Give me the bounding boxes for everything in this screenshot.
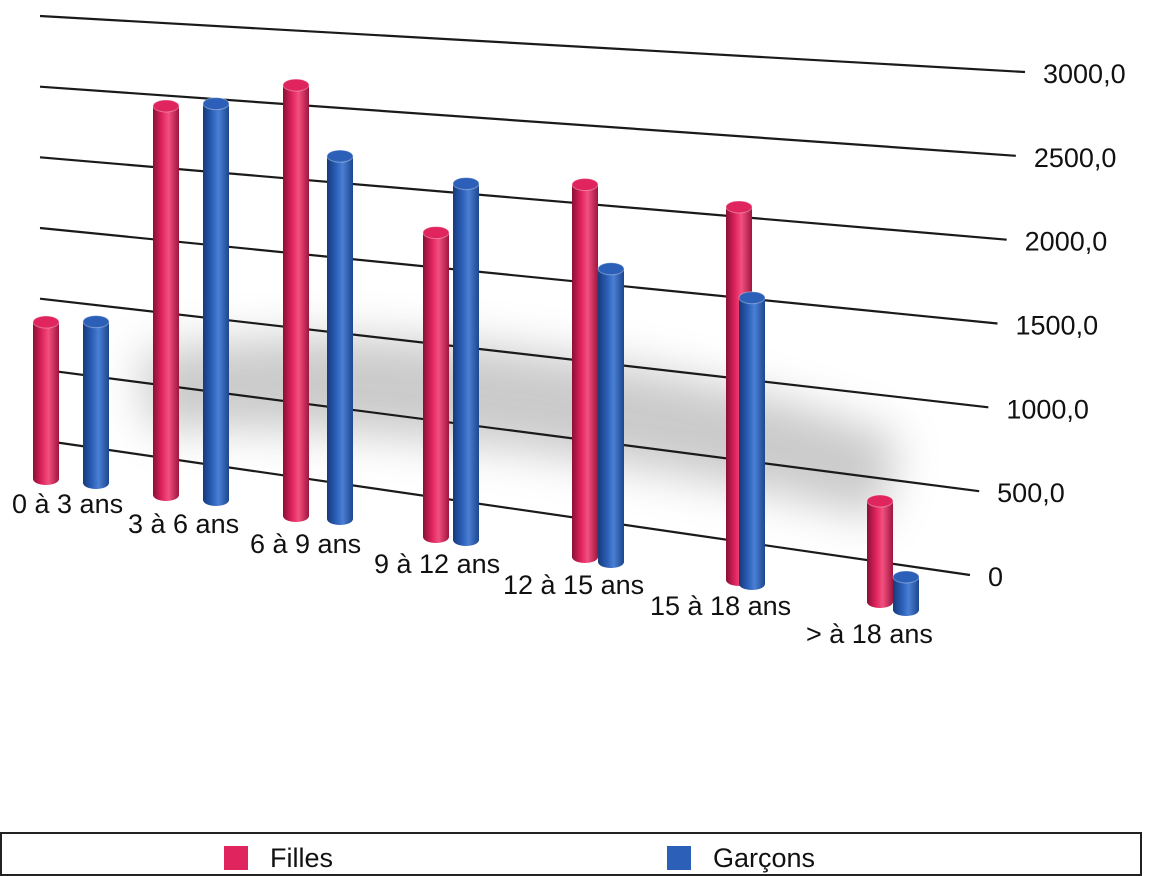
x-tick-label: 3 à 6 ans <box>128 509 239 539</box>
x-tick-label: 15 à 18 ans <box>650 591 791 621</box>
legend-item-garcons: Garçons <box>667 842 815 874</box>
gridline <box>39 156 1007 241</box>
y-tick-label: 3000,0 <box>1043 59 1126 89</box>
legend-item-filles: Filles <box>224 842 333 874</box>
bar-filles <box>866 494 894 608</box>
x-tick-label: 9 à 12 ans <box>374 549 500 579</box>
floor-shadow <box>140 336 900 520</box>
bar-garcons <box>202 97 230 506</box>
gridlines <box>39 14 1026 577</box>
bars <box>32 78 920 616</box>
gridline <box>39 297 989 409</box>
x-tick-label: 12 à 15 ans <box>503 570 644 600</box>
legend: Filles Garçons <box>0 832 1142 876</box>
bar-garcons <box>82 315 110 489</box>
bar-filles <box>282 78 310 522</box>
y-tick-label: 0 <box>988 562 1003 592</box>
x-tick-label: 0 à 3 ans <box>12 489 123 519</box>
bar-garcons <box>452 177 480 546</box>
gridline <box>39 368 980 493</box>
bar-filles <box>32 315 60 485</box>
bar-filles <box>152 99 180 501</box>
bar-garcons <box>597 262 625 568</box>
y-tick-label: 2000,0 <box>1025 227 1108 257</box>
legend-label-filles: Filles <box>270 842 334 873</box>
gridline <box>39 438 971 577</box>
y-tick-label: 1500,0 <box>1016 311 1099 341</box>
y-axis-labels: 0 500,0 1000,0 1500,0 2000,0 2500,0 3000,0 <box>988 59 1126 592</box>
legend-label-garcons: Garçons <box>713 842 816 873</box>
y-tick-label: 500,0 <box>997 478 1065 508</box>
gridline <box>39 14 1026 74</box>
bar-filles <box>571 178 599 563</box>
legend-swatch-garcons <box>667 846 691 870</box>
y-tick-label: 1000,0 <box>1006 394 1089 424</box>
bar-garcons <box>892 570 920 616</box>
bar-filles <box>422 226 450 543</box>
bar-garcons <box>326 149 354 525</box>
gridline <box>39 226 998 325</box>
x-tick-label: 6 à 9 ans <box>250 529 361 559</box>
bar-garcons <box>738 291 766 590</box>
y-tick-label: 2500,0 <box>1034 143 1117 173</box>
gridline <box>39 85 1016 157</box>
x-tick-label: > à 18 ans <box>806 619 933 649</box>
legend-swatch-filles <box>224 846 248 870</box>
